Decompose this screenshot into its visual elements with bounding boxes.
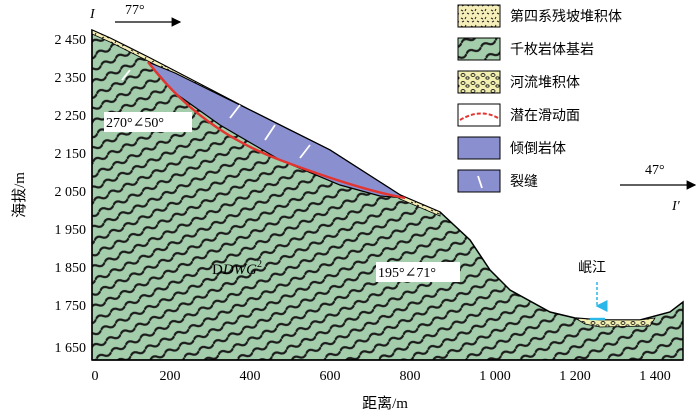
upper-attitude-box: [104, 112, 192, 132]
x-axis-title: 距离/m: [362, 395, 408, 412]
legend-item-crack: 裂缝: [457, 169, 538, 193]
y-axis-title: 海拔/m: [11, 172, 28, 218]
y-tick-label: 2 250: [55, 109, 87, 124]
lower-attitude-box: [376, 262, 460, 282]
y-tick-label: 2 150: [55, 147, 87, 162]
legend-label: 第四系残坡堆积体: [510, 8, 622, 25]
legend-item-phyllite: 千枚岩体基岩: [457, 37, 594, 61]
legend-label: 河流堆积体: [510, 75, 580, 91]
legend-label: 裂缝: [510, 174, 538, 190]
section-left-bearing: 77°: [125, 3, 145, 18]
section-right-label: I′: [671, 199, 681, 214]
y-tick-label: 1 750: [55, 299, 87, 314]
x-tick-label: 1 400: [639, 369, 671, 384]
section-left-label: I: [89, 7, 96, 22]
x-ticks: 0 200 400 600 800 1 000 1 200 1 400: [92, 369, 671, 384]
y-tick-label: 1 850: [55, 261, 87, 276]
y-tick-label: 1 650: [55, 341, 87, 356]
x-tick-label: 1 000: [479, 369, 511, 384]
legend: 第四系残坡堆积体 千枚岩体基岩 河流堆积体 潜在滑动面 倾倒岩体 裂缝: [457, 4, 622, 193]
x-tick-label: 600: [320, 369, 341, 384]
legend-item-toppled: 倾倒岩体: [457, 136, 566, 160]
x-tick-label: 0: [92, 369, 99, 384]
lower-attitude-label: 195°∠71°: [378, 266, 436, 281]
legend-item-quaternary: 第四系残坡堆积体: [457, 4, 622, 28]
x-tick-label: 800: [400, 369, 421, 384]
y-tick-label: 2 450: [55, 33, 87, 48]
potential-slip-surface: [147, 61, 406, 200]
river-label: 岷江: [578, 260, 606, 276]
legend-label: 潜在滑动面: [510, 107, 580, 124]
legend-item-slip-surface: 潜在滑动面: [457, 103, 580, 127]
crack-lines: [121, 69, 311, 159]
legend-item-alluvial: 河流堆积体: [457, 70, 580, 94]
toppled-rock-mass: [147, 61, 406, 199]
legend-label: 千枚岩体基岩: [510, 41, 594, 58]
y-tick-label: 2 050: [55, 185, 87, 200]
x-tick-label: 400: [240, 369, 261, 384]
y-tick-label: 2 350: [55, 71, 87, 86]
section-right-bearing: 47°: [645, 163, 665, 178]
river-alluvium: [574, 317, 656, 328]
x-tick-label: 200: [160, 369, 181, 384]
x-tick-label: 1 200: [559, 369, 591, 384]
upper-attitude-label: 270°∠50°: [106, 116, 164, 131]
y-tick-label: 1 950: [55, 223, 87, 238]
formation-label: DDWG2: [212, 259, 262, 278]
legend-label: 倾倒岩体: [510, 141, 566, 157]
y-ticks: 2 450 2 350 2 250 2 150 2 050 1 950 1 85…: [55, 33, 87, 356]
